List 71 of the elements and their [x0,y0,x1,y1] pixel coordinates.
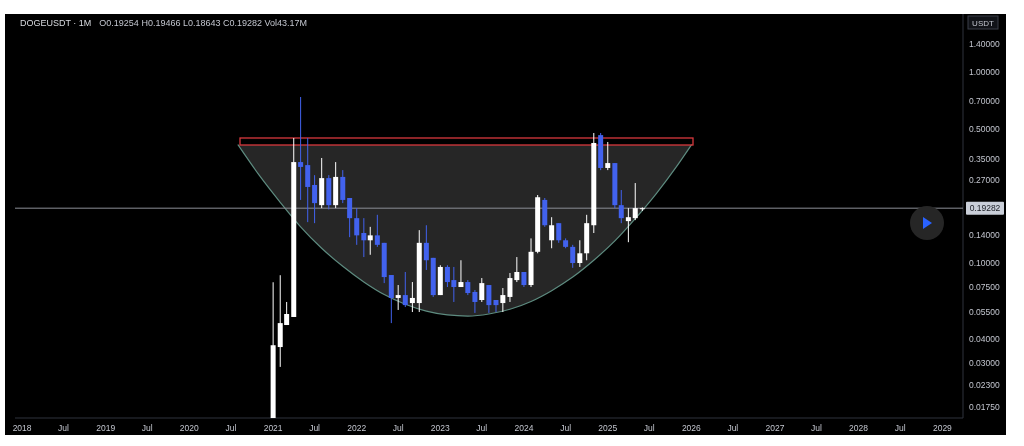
x-tick-label: Jul [58,423,70,433]
ref-line-label: 0.19282 [969,203,1001,214]
y-tick-label: 0.50000 [969,124,1000,135]
x-tick-label: Jul [643,423,655,433]
candlestick [305,137,311,223]
candlestick [361,217,367,258]
candlestick [423,224,429,271]
candlestick [514,256,520,283]
chart-title: DOGEUSDT · 1M [20,18,92,28]
candlestick [402,271,408,308]
candlestick [556,222,562,244]
y-tick-label: 0.02300 [969,379,1000,390]
candlestick [367,226,373,256]
y-tick-label: 1.00000 [969,66,1000,77]
x-tick-label: 2024 [514,423,534,433]
candlestick [605,141,611,171]
x-tick-label: Jul [810,423,822,433]
y-tick-label: 0.03000 [969,357,1000,368]
candlestick [458,259,464,288]
candlestick [486,284,492,314]
candlestick [577,239,583,268]
x-tick-label: 2020 [179,423,200,433]
candlestick [298,96,304,201]
candlestick [632,182,638,221]
y-tick-label: 1.40000 [969,38,1000,49]
candlestick [354,207,360,246]
y-axis-title: USDT [972,18,994,27]
x-tick-label: Jul [476,423,488,433]
candlestick [395,284,401,311]
y-tick-label: 0.10000 [969,257,1000,268]
candlestick [374,214,380,248]
x-tick-label: 2028 [849,423,869,433]
x-tick-label: Jul [727,423,739,433]
x-tick-label: 2022 [347,423,367,433]
x-tick-label: Jul [894,423,906,433]
candlestick [618,189,624,224]
y-tick-label: 0.14000 [969,229,1000,240]
candlestick [625,207,631,243]
candlestick [507,272,513,303]
candlestick [347,197,353,238]
x-tick-label: 2021 [263,423,283,433]
x-tick-label: Jul [560,423,572,433]
x-tick-label: Jul [225,423,237,433]
candlestick [570,244,576,269]
x-tick-label: 2026 [681,423,702,433]
x-tick-label: 2019 [96,423,116,433]
x-tick-label: 2025 [598,423,618,433]
candlestick [500,287,506,313]
y-tick-label: 0.07500 [969,281,1000,292]
chart-subtitle: O0.19254 H0.19466 L0.18643 C0.19282 Vol43.17M [99,18,308,28]
x-tick-label: 2027 [765,423,785,433]
candlestick [549,216,555,249]
y-tick-label: 0.35000 [969,153,1000,164]
candlestick [493,299,499,313]
y-tick-label: 0.04000 [969,333,1000,344]
x-tick-label: Jul [309,423,321,433]
candlestick [479,277,485,303]
x-tick-label: 2023 [430,423,451,433]
x-tick-label: Jul [392,423,404,433]
x-tick-label: 2018 [12,423,32,433]
y-tick-label: 0.70000 [969,96,1000,107]
x-tick-label: Jul [141,423,153,433]
y-tick-label: 0.01750 [969,402,1000,413]
candlestick [340,169,346,204]
x-tick-label: 2029 [932,423,953,433]
candlestick [472,289,478,314]
y-tick-label: 0.27000 [969,175,1000,186]
y-tick-label: 0.05500 [969,307,1000,318]
candlestick [388,274,394,324]
candlestick [312,174,318,224]
candlestick [409,281,415,313]
